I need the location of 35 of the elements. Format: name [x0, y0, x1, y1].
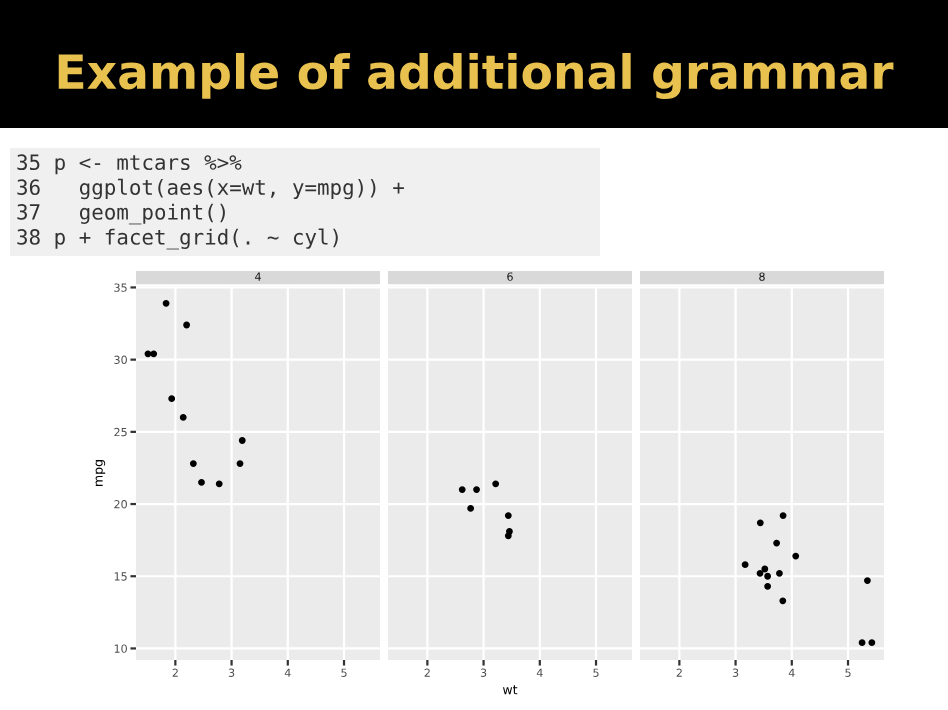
point — [236, 460, 244, 468]
point — [473, 486, 480, 494]
point — [458, 486, 466, 494]
point — [504, 512, 512, 519]
point — [150, 350, 158, 358]
point — [198, 478, 205, 486]
point — [773, 539, 781, 547]
point — [764, 582, 772, 590]
point — [183, 321, 190, 329]
text: Example of additional grammar — [58, 52, 894, 100]
point — [756, 569, 764, 577]
point — [792, 552, 800, 560]
point — [858, 639, 866, 647]
text: 37 geom_point() — [17, 203, 225, 225]
point — [761, 565, 769, 573]
point — [215, 480, 223, 488]
point — [179, 414, 187, 421]
point — [756, 519, 764, 527]
text: 38 p + facet_grid(. ~ cyl) — [17, 228, 338, 250]
point — [741, 561, 749, 569]
text: 36 ggplot(aes(x=wt, y=mpg)) + — [17, 178, 404, 200]
point — [764, 572, 772, 580]
point — [776, 569, 783, 577]
point — [779, 597, 787, 605]
point — [189, 460, 197, 468]
point — [779, 512, 787, 519]
point — [467, 504, 475, 512]
point — [238, 437, 246, 444]
point — [868, 639, 876, 647]
point — [492, 480, 500, 488]
point — [504, 532, 512, 540]
text: 35 p <- mtcars %>% — [17, 154, 242, 175]
point — [168, 395, 176, 403]
point — [864, 577, 871, 584]
point — [162, 299, 170, 307]
